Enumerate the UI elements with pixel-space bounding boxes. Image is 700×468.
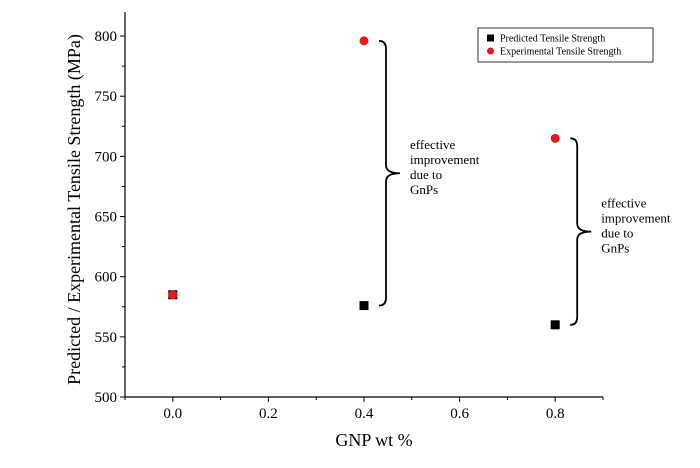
curly-brace: [570, 137, 592, 326]
y-tick-label: 650: [95, 210, 118, 226]
x-tick-label: 0.4: [355, 406, 374, 422]
x-tick-label: 0.2: [259, 406, 278, 422]
annotation-text: effective: [601, 196, 646, 211]
annotation-text: GnPs: [601, 241, 629, 256]
x-tick-label: 0.0: [163, 406, 182, 422]
legend: Predicted Tensile Strength Experimental T…: [477, 27, 654, 63]
legend-marker-square: [487, 34, 494, 42]
y-tick-label: 700: [95, 149, 118, 165]
annotation-text: GnPs: [410, 182, 438, 197]
annotation-text: due to: [410, 167, 442, 182]
point-experimental: [168, 290, 178, 300]
axes: [124, 12, 603, 398]
y-tick-label: 550: [95, 330, 118, 346]
annotation-text: due to: [601, 226, 633, 241]
legend-label: Predicted Tensile Strength: [500, 34, 605, 45]
y-tick-label: 600: [95, 270, 118, 286]
y-tick-label: 750: [95, 89, 118, 105]
point-experimental: [550, 133, 560, 143]
legend-marker-circle: [487, 47, 494, 55]
y-tick-label: 800: [95, 29, 118, 45]
x-tick-label: 0.8: [546, 406, 565, 422]
y-tick-label: 500: [95, 390, 118, 406]
y-axis-label: Predicted / Experimental Tensile Strengt…: [64, 34, 85, 385]
annotation-text: improvement: [410, 152, 480, 167]
annotation-text: effective: [410, 137, 455, 152]
point-predicted: [359, 301, 369, 311]
x-tick-label: 0.6: [450, 406, 469, 422]
x-axis-label: GNP wt %: [335, 430, 412, 450]
legend-label: Experimental Tensile Strength: [500, 47, 621, 58]
point-experimental: [359, 36, 369, 46]
legend-box: [477, 27, 654, 63]
point-predicted: [550, 320, 560, 330]
data-points: [168, 36, 560, 330]
ticks: 500 550 600 650 700 750 800 0.0 0.2 0.4 0.6 0.8: [95, 29, 604, 422]
curly-brace: [378, 39, 401, 307]
annotation-text: improvement: [601, 211, 671, 226]
